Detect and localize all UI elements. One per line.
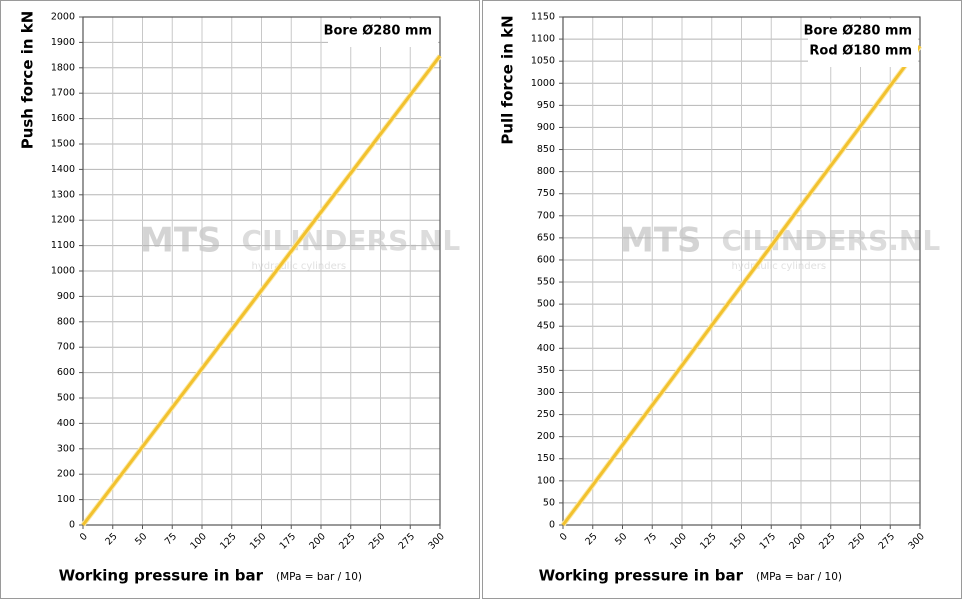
- y-tick-label: 600: [57, 367, 75, 378]
- y-tick-label: 200: [537, 431, 555, 442]
- y-tick-label: 1100: [51, 240, 75, 251]
- y-tick-label: 200: [57, 469, 75, 480]
- y-tick-label: 450: [537, 321, 555, 332]
- x-tick-label: 125: [698, 531, 719, 552]
- y-tick-label: 50: [543, 497, 555, 508]
- y-tick-label: 500: [537, 299, 555, 310]
- x-axis-label: Working pressure in bar: [59, 567, 264, 585]
- y-tick-label: 1800: [51, 62, 75, 73]
- y-tick-label: 1000: [531, 78, 555, 89]
- y-tick-label: 1100: [531, 34, 555, 45]
- y-tick-label: 1700: [51, 88, 75, 99]
- x-tick-label: 250: [847, 531, 868, 552]
- annotation-box: [808, 19, 918, 67]
- y-tick-label: 1000: [51, 266, 75, 277]
- x-tick-label: 50: [613, 531, 629, 547]
- y-tick-label: 700: [537, 210, 555, 221]
- watermark: MTS: [140, 221, 222, 261]
- x-tick-label: 25: [103, 531, 119, 547]
- y-tick-label: 150: [537, 453, 555, 464]
- annotation: Bore Ø280 mm: [804, 24, 912, 39]
- x-tick-label: 75: [163, 531, 179, 547]
- annotation: Rod Ø180 mm: [809, 44, 912, 59]
- watermark: hydraulic cylinders: [252, 261, 347, 272]
- y-tick-label: 800: [537, 166, 555, 177]
- y-tick-label: 400: [57, 418, 75, 429]
- y-tick-label: 850: [537, 144, 555, 155]
- watermark: hydraulic cylinders: [732, 261, 827, 272]
- x-tick-label: 275: [397, 531, 418, 552]
- y-tick-label: 1150: [531, 12, 555, 23]
- x-tick-label: 150: [728, 531, 749, 552]
- y-tick-label: 1050: [531, 56, 555, 67]
- x-axis-note: (MPa = bar / 10): [276, 571, 362, 583]
- y-tick-label: 900: [57, 291, 75, 302]
- x-tick-label: 200: [787, 531, 808, 552]
- panel-border: [0, 0, 480, 599]
- y-tick-label: 1200: [51, 215, 75, 226]
- x-tick-label: 50: [133, 531, 149, 547]
- x-tick-label: 100: [668, 531, 689, 552]
- y-tick-label: 1600: [51, 113, 75, 124]
- x-tick-label: 125: [218, 531, 239, 552]
- x-tick-label: 75: [643, 531, 659, 547]
- x-tick-label: 250: [367, 531, 388, 552]
- y-tick-label: 0: [69, 520, 75, 531]
- y-tick-label: 350: [537, 365, 555, 376]
- y-tick-label: 100: [57, 494, 75, 505]
- y-axis-label: Pull force in kN: [499, 15, 517, 144]
- y-tick-label: 100: [537, 475, 555, 486]
- y-tick-label: 1900: [51, 37, 75, 48]
- watermark: MTS: [620, 221, 702, 261]
- x-tick-label: 150: [248, 531, 269, 552]
- x-tick-label: 300: [906, 531, 927, 552]
- y-tick-label: 400: [537, 343, 555, 354]
- y-tick-label: 650: [537, 232, 555, 243]
- data-line: [561, 45, 922, 526]
- x-tick-label: 0: [78, 531, 90, 543]
- y-tick-label: 2000: [51, 12, 75, 23]
- y-tick-label: 1300: [51, 189, 75, 200]
- x-axis-note: (MPa = bar / 10): [756, 571, 842, 583]
- y-tick-label: 0: [549, 520, 555, 531]
- data-line: [81, 54, 442, 526]
- y-axis-label: Push force in kN: [19, 11, 37, 150]
- y-tick-label: 900: [537, 122, 555, 133]
- x-axis-label: Working pressure in bar: [539, 567, 744, 585]
- x-tick-label: 0: [558, 531, 570, 543]
- y-tick-label: 300: [537, 387, 555, 398]
- x-tick-label: 200: [307, 531, 328, 552]
- x-tick-label: 25: [583, 531, 599, 547]
- x-tick-label: 225: [337, 531, 358, 552]
- annotation-box: [328, 19, 438, 47]
- panel-border: [482, 0, 962, 599]
- x-tick-label: 275: [877, 531, 898, 552]
- y-tick-label: 250: [537, 409, 555, 420]
- annotation: Bore Ø280 mm: [324, 24, 432, 39]
- x-tick-label: 175: [278, 531, 299, 552]
- x-tick-label: 100: [188, 531, 209, 552]
- y-tick-label: 550: [537, 277, 555, 288]
- y-tick-label: 950: [537, 100, 555, 111]
- y-tick-label: 1500: [51, 139, 75, 150]
- x-tick-label: 225: [817, 531, 838, 552]
- plot-frame: [82, 16, 441, 526]
- x-tick-label: 175: [758, 531, 779, 552]
- y-tick-label: 300: [57, 443, 75, 454]
- y-tick-label: 1400: [51, 164, 75, 175]
- y-tick-label: 600: [537, 254, 555, 265]
- x-tick-label: 300: [426, 531, 447, 552]
- y-tick-label: 800: [57, 316, 75, 327]
- y-tick-label: 500: [57, 393, 75, 404]
- y-tick-label: 750: [537, 188, 555, 199]
- plot-frame: [562, 16, 921, 526]
- y-tick-label: 700: [57, 342, 75, 353]
